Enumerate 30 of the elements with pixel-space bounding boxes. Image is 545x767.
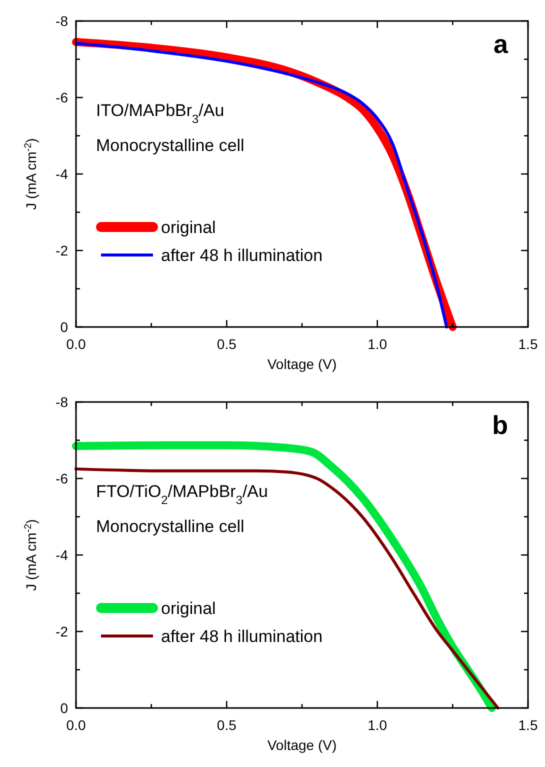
x-tick-label: 1.0 xyxy=(368,717,388,733)
chart-title: a xyxy=(494,29,509,59)
legend-label: after 48 h illumination xyxy=(161,246,323,265)
y-tick-label: -8 xyxy=(56,394,68,410)
y-tick-label: -6 xyxy=(56,90,68,106)
annotation: Monocrystalline cell xyxy=(96,136,244,155)
x-tick-label: 0.5 xyxy=(216,336,237,352)
x-tick-label: 0.0 xyxy=(66,717,86,733)
y-tick-label: -6 xyxy=(56,470,68,486)
annotation: FTO/TiO$_{2}$/MAPbBr$_{3}$/Au xyxy=(96,482,268,507)
legend-label: after 48 h illumination xyxy=(161,627,323,646)
y-tick-label: 0 xyxy=(60,700,68,716)
x-axis-title: Voltage (V) xyxy=(267,356,337,372)
x-tick-label: 1.5 xyxy=(518,336,538,352)
legend-label: original xyxy=(161,218,216,237)
chart-title: b xyxy=(492,410,508,440)
x-tick-label: 1.0 xyxy=(368,336,388,352)
x-tick-label: 0.0 xyxy=(66,336,86,352)
y-tick-label: -4 xyxy=(56,166,68,182)
x-axis-title: Voltage (V) xyxy=(267,737,337,753)
y-tick-label: 0 xyxy=(60,319,68,335)
y-tick-label: -4 xyxy=(56,547,68,563)
y-tick-label: -2 xyxy=(56,624,68,640)
annotation: Monocrystalline cell xyxy=(96,517,244,536)
x-tick-label: 0.5 xyxy=(216,717,237,733)
y-tick-label: -8 xyxy=(56,13,68,29)
legend-label: original xyxy=(161,599,216,618)
annotation: ITO/MAPbBr$_{3}$/Au xyxy=(96,101,224,126)
x-tick-label: 1.5 xyxy=(518,717,538,733)
y-tick-label: -2 xyxy=(56,242,68,258)
